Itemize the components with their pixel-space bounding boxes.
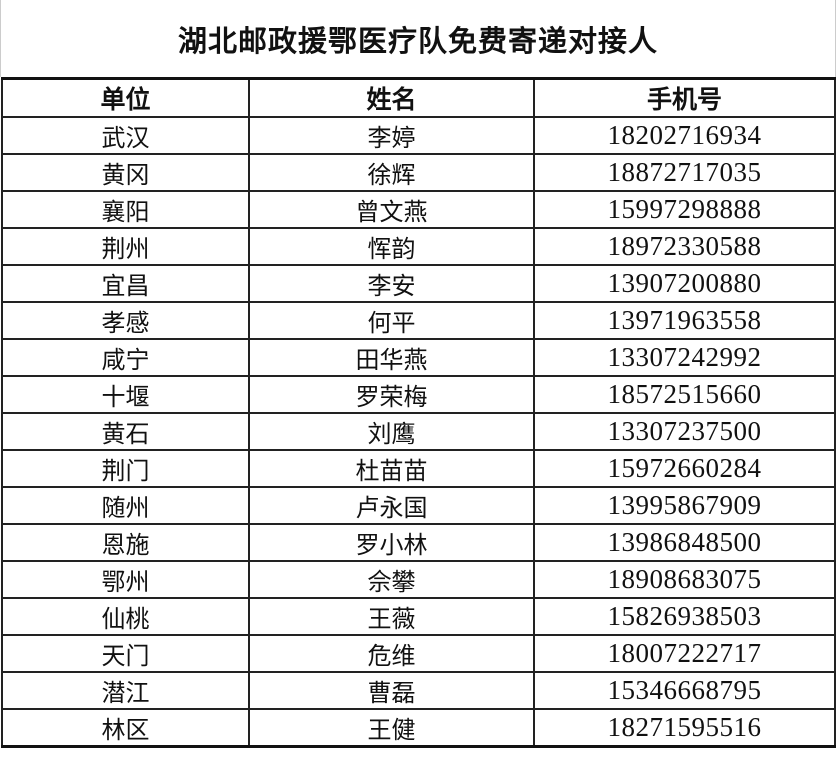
phone-cell: 13995867909 xyxy=(533,486,836,525)
table-row: 宜昌 李安 13907200880 xyxy=(1,264,836,303)
table-row: 咸宁 田华燕 13307242992 xyxy=(1,338,836,377)
phone-cell: 18007222717 xyxy=(533,634,836,673)
table-row: 武汉 李婷 18202716934 xyxy=(1,116,836,155)
table-row: 林区 王健 18271595516 xyxy=(1,708,836,748)
unit-cell: 潜江 xyxy=(1,671,250,710)
phone-cell: 13907200880 xyxy=(533,264,836,303)
column-header-name: 姓名 xyxy=(248,77,535,118)
contacts-table: 单位 姓名 手机号 武汉 李婷 18202716934 黄冈 徐辉 18872717035… xyxy=(1,77,836,748)
unit-cell: 黄石 xyxy=(1,412,250,451)
name-cell: 佘攀 xyxy=(248,560,535,599)
name-cell: 恽韵 xyxy=(248,227,535,266)
table-row: 荆州 恽韵 18972330588 xyxy=(1,227,836,266)
unit-cell: 黄冈 xyxy=(1,153,250,192)
name-cell: 曾文燕 xyxy=(248,190,535,229)
unit-cell: 仙桃 xyxy=(1,597,250,636)
unit-cell: 荆州 xyxy=(1,227,250,266)
name-cell: 刘鹰 xyxy=(248,412,535,451)
phone-cell: 15826938503 xyxy=(533,597,836,636)
phone-cell: 18572515660 xyxy=(533,375,836,414)
name-cell: 罗荣梅 xyxy=(248,375,535,414)
phone-cell: 13971963558 xyxy=(533,301,836,340)
table-row: 鄂州 佘攀 18908683075 xyxy=(1,560,836,599)
phone-cell: 13307237500 xyxy=(533,412,836,451)
name-cell: 卢永国 xyxy=(248,486,535,525)
column-header-unit: 单位 xyxy=(1,77,250,118)
unit-cell: 宜昌 xyxy=(1,264,250,303)
name-cell: 罗小林 xyxy=(248,523,535,562)
unit-cell: 孝感 xyxy=(1,301,250,340)
phone-cell: 18872717035 xyxy=(533,153,836,192)
phone-cell: 15346668795 xyxy=(533,671,836,710)
phone-cell: 18202716934 xyxy=(533,116,836,155)
table-row: 荆门 杜苗苗 15972660284 xyxy=(1,449,836,488)
table-header-row: 单位 姓名 手机号 xyxy=(1,77,836,118)
phone-cell: 18271595516 xyxy=(533,708,836,748)
table-row: 孝感 何平 13971963558 xyxy=(1,301,836,340)
unit-cell: 鄂州 xyxy=(1,560,250,599)
name-cell: 徐辉 xyxy=(248,153,535,192)
unit-cell: 天门 xyxy=(1,634,250,673)
unit-cell: 林区 xyxy=(1,708,250,748)
table-row: 十堰 罗荣梅 18572515660 xyxy=(1,375,836,414)
table-row: 黄石 刘鹰 13307237500 xyxy=(1,412,836,451)
phone-cell: 18908683075 xyxy=(533,560,836,599)
name-cell: 王薇 xyxy=(248,597,535,636)
unit-cell: 荆门 xyxy=(1,449,250,488)
unit-cell: 随州 xyxy=(1,486,250,525)
phone-cell: 15972660284 xyxy=(533,449,836,488)
name-cell: 杜苗苗 xyxy=(248,449,535,488)
name-cell: 危维 xyxy=(248,634,535,673)
name-cell: 何平 xyxy=(248,301,535,340)
name-cell: 田华燕 xyxy=(248,338,535,377)
unit-cell: 武汉 xyxy=(1,116,250,155)
unit-cell: 恩施 xyxy=(1,523,250,562)
table-row: 随州 卢永国 13995867909 xyxy=(1,486,836,525)
table-row: 恩施 罗小林 13986848500 xyxy=(1,523,836,562)
unit-cell: 十堰 xyxy=(1,375,250,414)
table-row: 黄冈 徐辉 18872717035 xyxy=(1,153,836,192)
column-header-phone: 手机号 xyxy=(533,77,836,118)
name-cell: 李婷 xyxy=(248,116,535,155)
unit-cell: 咸宁 xyxy=(1,338,250,377)
page-title: 湖北邮政援鄂医疗队免费寄递对接人 xyxy=(0,0,836,77)
table-row: 仙桃 王薇 15826938503 xyxy=(1,597,836,636)
name-cell: 李安 xyxy=(248,264,535,303)
phone-cell: 15997298888 xyxy=(533,190,836,229)
unit-cell: 襄阳 xyxy=(1,190,250,229)
phone-cell: 13986848500 xyxy=(533,523,836,562)
phone-cell: 13307242992 xyxy=(533,338,836,377)
table-row: 潜江 曹磊 15346668795 xyxy=(1,671,836,710)
table-row: 天门 危维 18007222717 xyxy=(1,634,836,673)
phone-cell: 18972330588 xyxy=(533,227,836,266)
table-row: 襄阳 曾文燕 15997298888 xyxy=(1,190,836,229)
name-cell: 曹磊 xyxy=(248,671,535,710)
name-cell: 王健 xyxy=(248,708,535,748)
